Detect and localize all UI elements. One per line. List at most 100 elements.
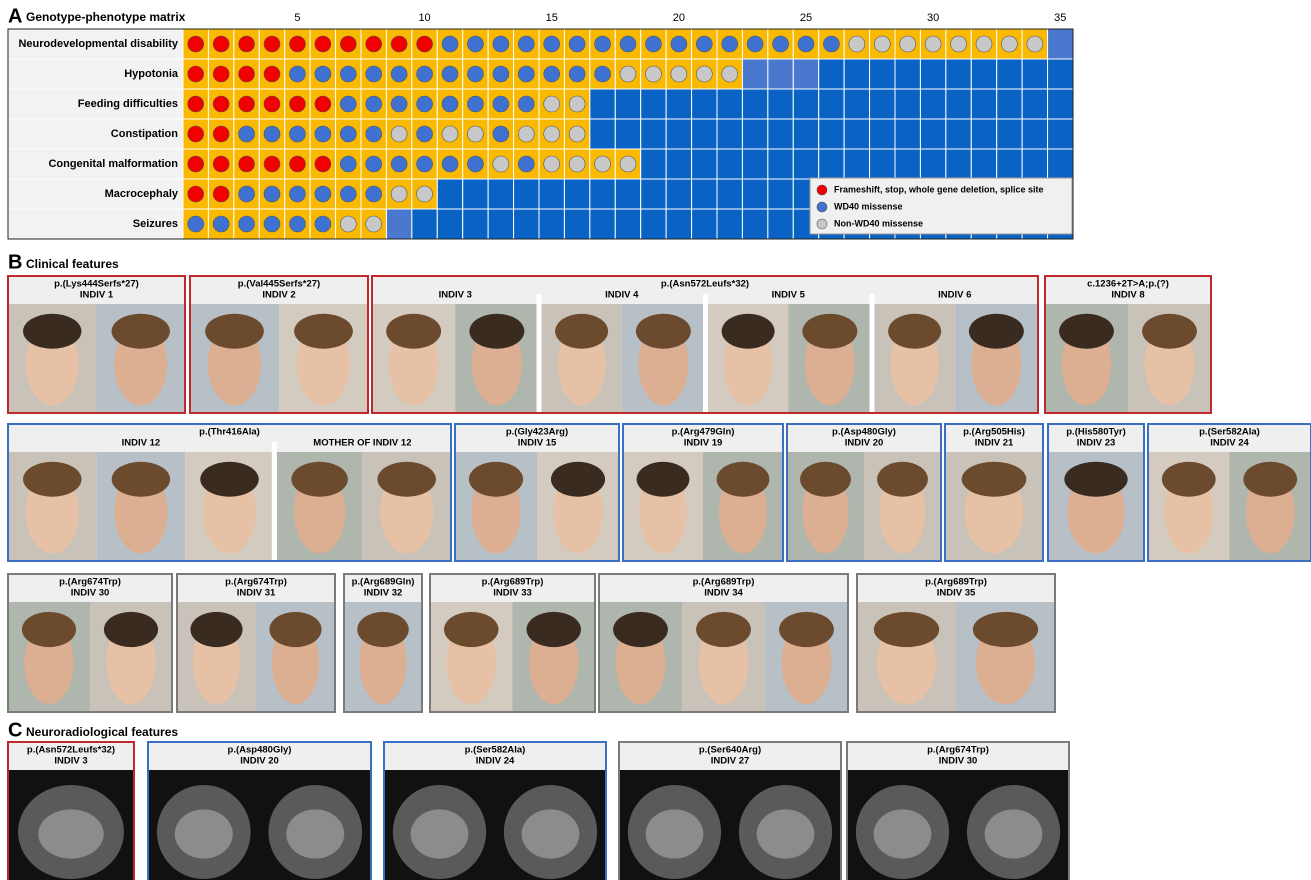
genotype-dot	[239, 66, 255, 82]
individual-label: INDIV 24	[1210, 438, 1249, 449]
matrix-cell	[844, 119, 869, 149]
matrix-cell	[819, 149, 844, 179]
column-tick: 5	[294, 12, 300, 24]
matrix-cell	[997, 149, 1022, 179]
individual-label: INDIV 23	[1077, 438, 1116, 449]
genotype-dot	[239, 216, 255, 232]
matrix-cell	[844, 149, 869, 179]
matrix-cell	[590, 119, 615, 149]
matrix-cell	[844, 89, 869, 119]
legend-label: Non-WD40 missense	[834, 218, 923, 228]
genotype-dot	[213, 126, 229, 142]
variant-label: p.(His580Tyr)	[1066, 427, 1125, 438]
variant-label: p.(Arg674Trp)	[225, 577, 287, 588]
matrix-cell	[742, 149, 767, 179]
group-gap	[537, 294, 542, 413]
genotype-dot	[391, 126, 407, 142]
individual-label: INDIV 24	[476, 756, 515, 767]
genotype-dot	[340, 96, 356, 112]
photo	[1128, 304, 1211, 413]
matrix-cell	[488, 179, 513, 209]
group-gap	[870, 294, 875, 413]
matrix-cell	[1022, 119, 1047, 149]
hair	[874, 612, 939, 647]
hair	[888, 314, 941, 349]
page: A Genotype-phenotype matrix B Clinical f…	[0, 0, 1311, 880]
variant-label: p.(Arg479Gln)	[672, 427, 735, 438]
genotype-dot	[645, 36, 661, 52]
genotype-dot	[696, 36, 712, 52]
photo	[682, 602, 765, 712]
hair	[877, 462, 928, 497]
genotype-dot	[213, 216, 229, 232]
matrix-cell	[997, 89, 1022, 119]
genotype-dot	[264, 36, 280, 52]
group-gap	[703, 294, 708, 413]
genotype-dot	[569, 126, 585, 142]
genotype-dot	[188, 216, 204, 232]
matrix-cell	[615, 179, 640, 209]
photo	[542, 304, 622, 413]
hair	[190, 612, 242, 647]
row-label: Macrocephaly	[105, 188, 179, 200]
genotype-dot	[213, 186, 229, 202]
photo	[8, 602, 90, 712]
photo	[430, 602, 513, 712]
genotype-dot	[544, 126, 560, 142]
genotype-dot	[722, 36, 738, 52]
photo	[875, 304, 955, 413]
matrix-cell	[615, 119, 640, 149]
matrix-cell	[742, 179, 767, 209]
matrix-cell	[819, 89, 844, 119]
genotype-dot	[289, 126, 305, 142]
photo	[788, 304, 871, 413]
photo	[787, 452, 864, 561]
row-label: Feeding difficulties	[78, 98, 178, 110]
matrix-cell	[946, 89, 971, 119]
hair	[717, 462, 770, 497]
individual-label: INDIV 8	[1111, 290, 1144, 301]
matrix-cell	[666, 149, 691, 179]
photo	[455, 304, 538, 413]
matrix-cell	[844, 59, 869, 89]
genotype-dot	[188, 126, 204, 142]
matrix-cell	[971, 89, 996, 119]
matrix-cell	[1048, 29, 1073, 59]
hair	[469, 462, 523, 497]
row-label: Congenital malformation	[48, 158, 178, 170]
genotype-dot	[544, 96, 560, 112]
genotype-dot	[544, 66, 560, 82]
hair	[377, 462, 435, 497]
hair	[696, 612, 751, 647]
photo	[8, 770, 134, 880]
genotype-dot	[722, 66, 738, 82]
matrix-cell	[946, 119, 971, 149]
matrix-cell	[895, 119, 920, 149]
matrix-cell	[666, 119, 691, 149]
photo	[622, 304, 705, 413]
matrix-cell	[971, 149, 996, 179]
genotype-dot	[900, 36, 916, 52]
photo	[256, 602, 335, 712]
genotype-dot	[188, 66, 204, 82]
hair	[555, 314, 608, 349]
variant-label: p.(Ser582Ala)	[1199, 427, 1260, 438]
genotype-dot	[340, 36, 356, 52]
genotype-dot	[315, 126, 331, 142]
photo	[730, 770, 841, 880]
genotype-dot	[518, 96, 534, 112]
photo	[90, 602, 172, 712]
variant-label: p.(Thr416Ala)	[199, 427, 260, 438]
variant-label: p.(Asp480Gly)	[832, 427, 896, 438]
matrix-cell	[386, 209, 411, 239]
genotype-dot	[1001, 36, 1017, 52]
matrix-cell	[971, 119, 996, 149]
matrix-cell	[946, 59, 971, 89]
legend-swatch	[817, 185, 827, 195]
individual-label: INDIV 21	[975, 438, 1014, 449]
genotype-dot	[315, 96, 331, 112]
individual-label: INDIV 6	[938, 290, 971, 301]
genotype-dot	[493, 156, 509, 172]
matrix-cell	[768, 119, 793, 149]
genotype-dot	[239, 186, 255, 202]
